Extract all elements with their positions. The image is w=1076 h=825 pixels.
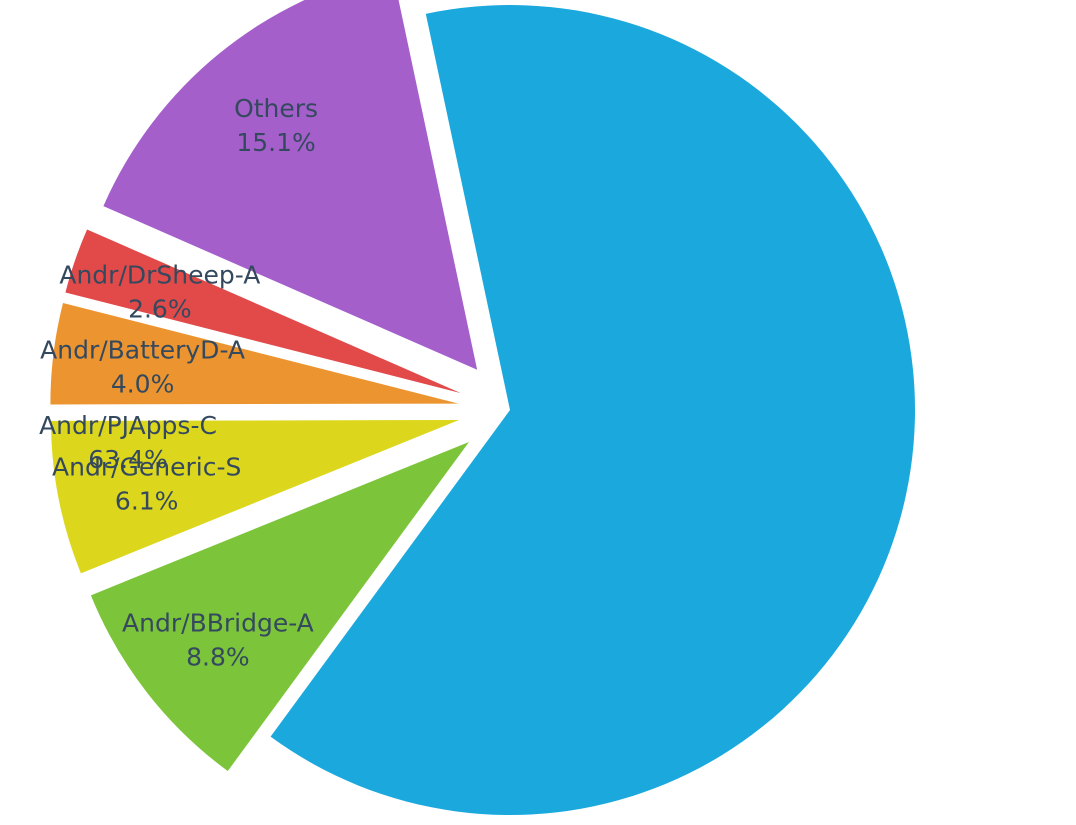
pie-labels: Andr/PJApps-C 63.4% Andr/BBridge-A 8.8% Andr… <box>39 94 318 672</box>
pie-slice-value-label: 15.1% <box>236 128 315 157</box>
pie-slice-value-label: 8.8% <box>186 643 250 672</box>
pie-slice-label: Andr/BBridge-A <box>122 609 314 638</box>
pie-slice-andr-pjapps-c <box>270 5 915 815</box>
pie-slice-andr-generic-s <box>50 420 459 574</box>
pie-slice-label: Andr/DrSheep-A <box>59 261 260 290</box>
pie-slice-label: Others <box>234 94 318 123</box>
pie-slice-andr-drsheep-a <box>65 229 461 394</box>
pie-slice-andr-bbridge-a <box>90 441 469 772</box>
pie-slice-label: Andr/Generic-S <box>52 452 241 481</box>
pie-slice-value-label: 2.6% <box>128 295 192 324</box>
pie-slice-value-label: 63.4% <box>88 445 167 474</box>
pie-slice-label: Andr/PJApps-C <box>39 411 217 440</box>
pie-slices <box>50 0 915 815</box>
pie-slice-label: Andr/BatteryD-A <box>40 335 245 364</box>
pie-slice-value-label: 4.0% <box>111 369 175 398</box>
pie-slice-andr-batteryd-a <box>50 302 459 405</box>
pie-slice-others <box>103 0 478 370</box>
pie-slice-value-label: 6.1% <box>115 486 179 515</box>
